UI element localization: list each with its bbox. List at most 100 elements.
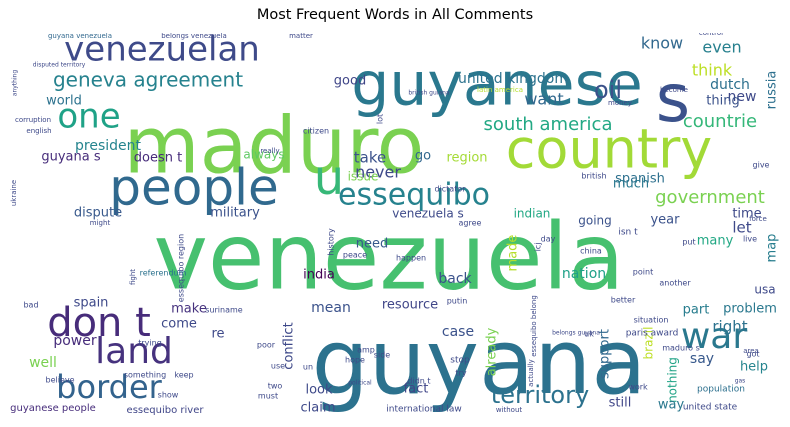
word-citizen: citizen <box>303 127 329 136</box>
word-show: show <box>158 391 179 400</box>
word-china: china <box>580 247 602 256</box>
word-belongs-venezuela: belongs venezuela <box>161 33 227 40</box>
word-need: need <box>356 237 389 252</box>
word-without: without <box>496 406 523 414</box>
word-well: well <box>29 355 57 371</box>
word-money: money <box>608 99 632 107</box>
word-essequibo: essequibo <box>338 178 490 213</box>
word-maduro: maduro <box>124 101 425 191</box>
word-countrie: countrie <box>683 111 757 132</box>
word-un: un <box>303 363 313 372</box>
word-gas: gas <box>735 378 746 385</box>
word-happen: happen <box>396 254 426 263</box>
word-british: british <box>581 172 606 181</box>
word-believe: believe <box>45 376 74 385</box>
word-put: put <box>682 238 695 247</box>
word-latin-america: latin america <box>477 86 523 94</box>
word-help: help <box>740 360 768 375</box>
word-paris-award: paris award <box>626 329 679 339</box>
word-usa: usa <box>754 283 775 297</box>
word-live: live <box>743 235 757 244</box>
word-even: even <box>702 38 741 57</box>
word-poor: poor <box>257 341 276 350</box>
word-venezuela: venezuela <box>153 203 624 310</box>
word-trying: trying <box>138 339 162 348</box>
word-people: people <box>109 159 278 217</box>
word-day: day <box>541 235 556 244</box>
word-lot: lot <box>376 114 385 124</box>
word-country: country <box>506 118 713 181</box>
word-already: already <box>485 327 500 376</box>
word-peace: peace <box>343 251 367 260</box>
word-thing: thing <box>706 94 739 109</box>
word-venezuelan: venezuelan <box>64 33 260 70</box>
word-nation: nation <box>562 266 606 282</box>
word-control: control <box>699 33 723 37</box>
word-english: english <box>26 127 51 135</box>
word-history: history <box>327 228 336 256</box>
word-guyana-s: guyana s <box>41 150 100 165</box>
word-isn-t: isn t <box>618 228 638 238</box>
word-must: must <box>258 392 278 401</box>
word-take: take <box>354 149 386 167</box>
word-venezuela-s: venezuela s <box>392 207 464 221</box>
word-border: border <box>56 368 162 406</box>
word-map: map <box>765 234 780 263</box>
word-suriname: suriname <box>205 306 243 315</box>
word-russia: russia <box>765 71 780 110</box>
word-president: president <box>75 138 142 154</box>
word-ukraine: ukraine <box>10 180 18 206</box>
word-guyanese: guyanese <box>351 50 643 120</box>
word-look: look <box>305 383 333 398</box>
word-point: point <box>633 268 653 277</box>
word-might: might <box>90 219 111 227</box>
word-conflict: conflict <box>282 322 297 369</box>
word-international-law: international law <box>386 405 462 415</box>
word-dispute: dispute <box>74 206 122 221</box>
word-disputed-territory: disputed territory <box>33 62 86 69</box>
word-don-t: don t <box>47 300 151 346</box>
word-stop: stop <box>450 356 470 366</box>
word-side: side <box>374 351 390 360</box>
word-corruption: corruption <box>15 116 51 124</box>
word-going: going <box>578 214 612 228</box>
word-cloud: venezuela guyana maduro guyanese country s peo… <box>9 33 780 419</box>
word-essequibo-river: essequibo river <box>127 405 205 416</box>
word-dutch: dutch <box>710 77 750 93</box>
word-another: another <box>659 279 691 288</box>
word-india: india <box>303 268 335 283</box>
word-fight: fight <box>129 269 137 285</box>
word-made: made <box>506 235 521 272</box>
word-issue: issue <box>348 170 379 184</box>
word-much: much <box>613 177 649 192</box>
word-back: back <box>438 271 472 287</box>
word-region: region <box>446 151 487 166</box>
word-actually: actually <box>527 359 535 387</box>
word-guyanese-people: guyanese people <box>10 403 96 414</box>
word-two: two <box>268 382 283 391</box>
word-political: political <box>348 380 372 387</box>
word-re: re <box>211 327 224 342</box>
word-population: population <box>697 385 745 395</box>
word-know: know <box>641 34 683 53</box>
word-matter: matter <box>289 33 313 40</box>
word-oil: oil <box>594 76 622 104</box>
word-territory: territory <box>491 381 589 409</box>
word-power: power <box>53 333 97 349</box>
word-hope: hope <box>345 356 365 365</box>
word-new: new <box>728 89 757 105</box>
word-united-state: united state <box>683 403 738 413</box>
word-go: go <box>415 149 431 164</box>
word-military: military <box>210 206 260 221</box>
word-icj: icj <box>534 243 543 252</box>
word-didn-t: didn t <box>407 377 430 386</box>
word-area: area <box>743 347 759 355</box>
word-agree: agree <box>459 219 482 228</box>
word-geneva-agreement: geneva agreement <box>53 68 243 92</box>
word-nothing: nothing <box>666 357 680 403</box>
word-always: always <box>243 148 284 162</box>
word-say: say <box>690 351 714 367</box>
word-let: let <box>732 219 751 237</box>
word-year: year <box>650 213 680 228</box>
word-give: give <box>753 161 770 170</box>
